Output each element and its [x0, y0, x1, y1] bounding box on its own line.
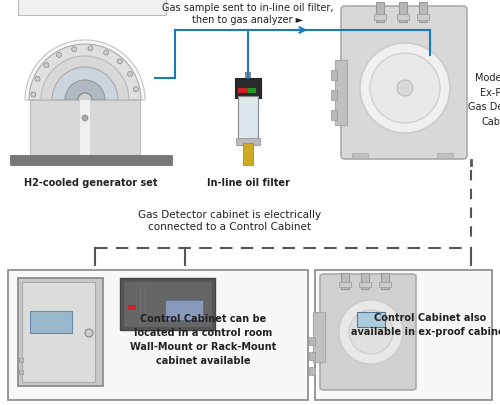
Bar	[309, 352, 315, 360]
Bar	[339, 282, 351, 287]
Text: Model 436
Ex-Proof
Gas Detector
Cabinet: Model 436 Ex-Proof Gas Detector Cabinet	[468, 73, 500, 127]
Bar	[165, 300, 203, 320]
Text: Control Cabinet also
available in ex-proof cabinet: Control Cabinet also available in ex-pro…	[351, 313, 500, 337]
Circle shape	[360, 43, 450, 133]
Circle shape	[349, 310, 393, 354]
Text: In-line oil filter: In-line oil filter	[206, 178, 290, 188]
Wedge shape	[29, 44, 141, 100]
Circle shape	[85, 329, 93, 337]
Bar	[357, 312, 385, 327]
Bar	[8, 270, 308, 400]
Bar	[19, 370, 23, 374]
Bar	[359, 282, 371, 287]
Bar	[80, 100, 90, 155]
Wedge shape	[52, 67, 118, 100]
Circle shape	[78, 93, 92, 107]
Bar	[245, 72, 251, 80]
Bar	[128, 305, 136, 310]
Bar	[399, 2, 407, 22]
Bar	[437, 153, 453, 158]
Bar	[315, 270, 492, 400]
Text: Gas sample sent to in-line oil filter,
then to gas analyzer ►: Gas sample sent to in-line oil filter, t…	[162, 3, 334, 25]
Circle shape	[35, 77, 40, 81]
Bar	[419, 2, 427, 22]
Circle shape	[134, 87, 138, 92]
Bar	[309, 367, 315, 375]
FancyBboxPatch shape	[320, 274, 416, 390]
Bar	[19, 358, 23, 362]
Circle shape	[82, 115, 88, 121]
Bar	[397, 14, 409, 20]
Bar	[238, 96, 258, 140]
Bar	[361, 273, 369, 289]
Text: Gas Detector cabinet is electrically
connected to a Control Cabinet: Gas Detector cabinet is electrically con…	[138, 210, 322, 232]
Wedge shape	[41, 56, 129, 100]
Bar	[331, 70, 337, 80]
Bar	[331, 110, 337, 120]
Bar	[120, 278, 215, 330]
Bar	[18, 278, 103, 386]
Bar	[341, 273, 349, 289]
Circle shape	[72, 47, 76, 51]
Bar	[376, 2, 384, 22]
Wedge shape	[65, 80, 105, 100]
Circle shape	[104, 50, 108, 55]
FancyBboxPatch shape	[341, 6, 467, 159]
Bar	[352, 153, 368, 158]
Bar	[381, 273, 389, 289]
Bar	[238, 88, 248, 93]
Circle shape	[397, 80, 413, 96]
Bar	[309, 337, 315, 345]
Text: Control Cabinet can be
located in a control room
Wall-Mount or Rack-Mount
cabine: Control Cabinet can be located in a cont…	[130, 314, 276, 366]
Wedge shape	[25, 40, 145, 100]
Bar	[379, 282, 391, 287]
Bar	[236, 138, 260, 145]
Circle shape	[44, 63, 49, 68]
Bar	[335, 60, 347, 125]
Circle shape	[128, 72, 132, 77]
Circle shape	[339, 300, 403, 364]
Bar	[248, 88, 256, 93]
Bar	[313, 312, 325, 362]
Bar	[30, 311, 72, 333]
Bar	[10, 155, 172, 165]
Circle shape	[88, 46, 93, 51]
Bar	[30, 100, 140, 155]
Circle shape	[56, 53, 62, 58]
Bar	[124, 282, 211, 326]
Text: H2-cooled generator set: H2-cooled generator set	[24, 178, 158, 188]
Bar	[331, 90, 337, 100]
Bar	[374, 14, 386, 20]
Circle shape	[31, 92, 36, 97]
Circle shape	[118, 59, 122, 64]
Bar	[22, 282, 95, 382]
Circle shape	[370, 53, 440, 123]
Bar	[18, 0, 166, 15]
Bar	[417, 14, 429, 20]
Bar	[235, 78, 261, 98]
Bar	[243, 143, 253, 165]
